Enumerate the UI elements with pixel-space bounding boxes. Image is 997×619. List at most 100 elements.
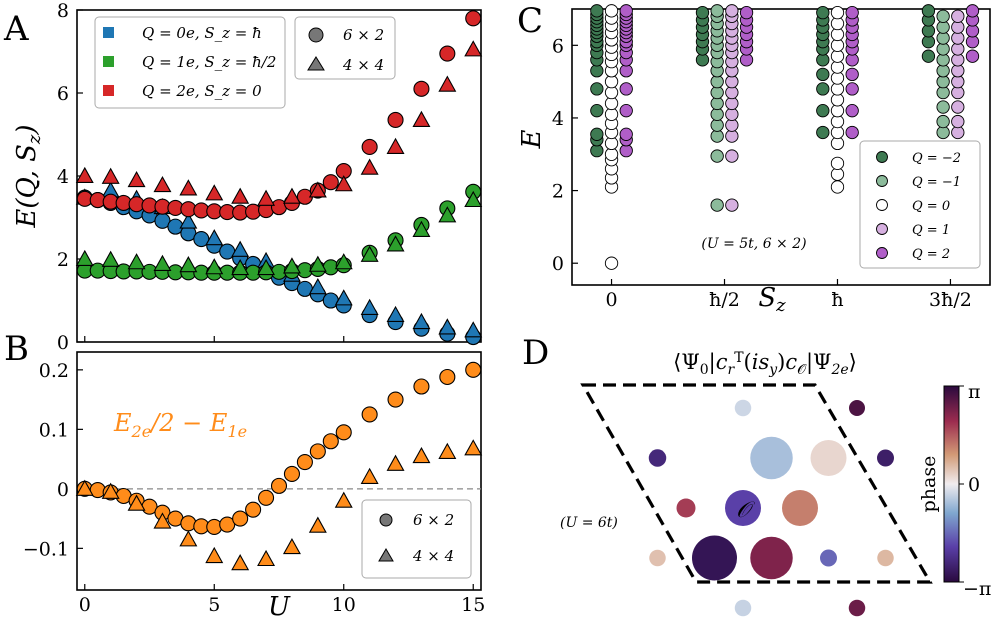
b-ytick-label: 0.1 xyxy=(39,419,69,441)
d-site-circle xyxy=(750,536,793,580)
a-point-Q1-4x4 xyxy=(257,258,276,276)
b-point-4x4 xyxy=(412,446,431,464)
c-legend-marker xyxy=(876,223,888,235)
b-ytick-label: 0.2 xyxy=(39,360,69,382)
d-site-circle xyxy=(734,399,752,417)
legend-swatch-q1 xyxy=(103,56,114,67)
a-point-Q1-4x4 xyxy=(101,250,120,267)
c-legend-label: Q = 2 xyxy=(912,247,950,262)
legend-label-6x2: 6 × 2 xyxy=(343,26,384,44)
panel-letter-c: C xyxy=(517,1,543,41)
panel-letter-b: B xyxy=(4,329,29,369)
b-point-4x4 xyxy=(282,537,301,555)
a-point-Q2-4x4 xyxy=(386,137,405,154)
a-point-Q1-4x4 xyxy=(127,253,146,270)
c-level-point xyxy=(590,82,604,96)
c-ytick-label: 0 xyxy=(552,253,564,275)
c-level-point xyxy=(739,5,754,20)
c-xtick-label: ħ xyxy=(831,289,843,311)
a-point-Q2-4x4 xyxy=(205,184,224,201)
panel-b-xlabel: U xyxy=(268,592,291,619)
legend-marker-4x4 xyxy=(307,56,325,71)
c-level-point xyxy=(816,82,830,96)
b-point-6x2 xyxy=(206,518,223,535)
c-level-point xyxy=(965,49,980,63)
a-point-Q0-4x4 xyxy=(412,312,431,330)
panel-a-ylabel: E(Q, Sz) xyxy=(12,124,45,228)
c-level-point xyxy=(619,127,633,141)
c-legend-marker xyxy=(876,199,888,211)
b-point-6x2 xyxy=(283,465,300,483)
legend-b-label-6x2: 6 × 2 xyxy=(413,511,454,529)
panel-letter-a: A xyxy=(3,9,29,49)
panel-c-ylabel: E xyxy=(517,129,547,149)
c-legend-label: Q = −1 xyxy=(912,175,961,190)
c-xtick-label: 3ħ/2 xyxy=(929,289,972,311)
d-site-circle xyxy=(676,498,696,518)
a-ytick-label: 4 xyxy=(57,166,69,188)
c-level-point xyxy=(590,104,604,118)
a-point-Q2-4x4 xyxy=(127,170,146,188)
b-point-6x2 xyxy=(309,443,326,460)
b-point-4x4 xyxy=(205,546,224,564)
c-level-point xyxy=(830,180,845,194)
a-point-Q2-4x4 xyxy=(257,189,276,206)
a-point-Q2-4x4 xyxy=(438,75,457,92)
a-point-Q2-6x2 xyxy=(361,138,378,155)
a-point-Q1-4x4 xyxy=(205,258,224,275)
d-site-circle xyxy=(692,535,737,581)
b-point-6x2 xyxy=(219,516,236,533)
a-point-Q1-4x4 xyxy=(412,220,431,237)
panel-a: A 0 2 4 6 8 E(Q, Sz) Q = 0e, S_z = ħ Q = 1e,… xyxy=(3,0,483,354)
panel-c-marks xyxy=(590,4,980,270)
a-point-Q2-6x2 xyxy=(439,45,456,62)
panel-b-annotation: E2e/2 − E1e xyxy=(113,409,247,441)
a-point-Q2-4x4 xyxy=(282,187,301,204)
colorbar-label: phase xyxy=(918,456,940,513)
panel-c-ticks: 0 ħ/2 ħ 3ħ/2 0 2 4 6 xyxy=(552,35,972,311)
a-point-Q2-4x4 xyxy=(334,175,353,192)
panel-a-marks xyxy=(75,10,483,346)
b-ytick-label: 0 xyxy=(57,479,69,501)
panel-c-xlabel: Sz xyxy=(758,283,786,316)
c-level-point xyxy=(710,149,724,163)
b-point-6x2 xyxy=(361,406,378,423)
c-level-point xyxy=(725,198,739,212)
c-level-point xyxy=(951,114,965,129)
c-level-point xyxy=(951,9,965,23)
b-point-6x2 xyxy=(270,477,288,494)
a-point-Q2-6x2 xyxy=(465,10,482,27)
c-ytick-label: 2 xyxy=(552,181,564,203)
a-point-Q1-4x4 xyxy=(153,254,172,271)
a-point-Q2-4x4 xyxy=(464,40,483,57)
b-point-4x4 xyxy=(360,467,379,484)
legend-label-q0: Q = 0e, S_z = ħ xyxy=(142,24,262,42)
c-level-point xyxy=(725,149,739,163)
d-site-circle xyxy=(877,549,894,567)
panel-c-note: (U = 5t, 6 × 2) xyxy=(701,236,806,252)
d-site-circle xyxy=(848,599,866,617)
legend-b-marker-4x4 xyxy=(378,548,394,562)
b-point-4x4 xyxy=(153,512,172,529)
b-point-6x2 xyxy=(296,454,313,471)
c-level-point xyxy=(590,127,604,141)
a-ytick-label: 6 xyxy=(57,83,69,105)
c-level-point xyxy=(845,82,859,96)
a-point-Q1-4x4 xyxy=(438,206,457,223)
a-point-Q0-4x4 xyxy=(386,305,405,323)
d-site-circle xyxy=(648,449,667,467)
colorbar-tick-minus-pi: −π xyxy=(963,578,991,600)
legend-label-q2: Q = 2e, S_z = 0 xyxy=(142,82,262,100)
a-point-Q0-4x4 xyxy=(205,229,224,246)
b-point-4x4 xyxy=(464,439,483,456)
a-ytick-label: 2 xyxy=(57,249,69,271)
c-ytick-label: 6 xyxy=(552,35,564,57)
c-level-point xyxy=(936,100,950,114)
colorbar-tick-pi: π xyxy=(968,381,981,403)
legend-label-4x4: 4 × 4 xyxy=(342,56,384,74)
c-level-point xyxy=(604,4,619,18)
panel-b-marks xyxy=(75,361,483,571)
panel-a-legend-series: Q = 0e, S_z = ħ Q = 1e, S_z = ħ/2 Q = 2e… xyxy=(94,16,286,109)
a-point-Q2-6x2 xyxy=(387,111,404,129)
